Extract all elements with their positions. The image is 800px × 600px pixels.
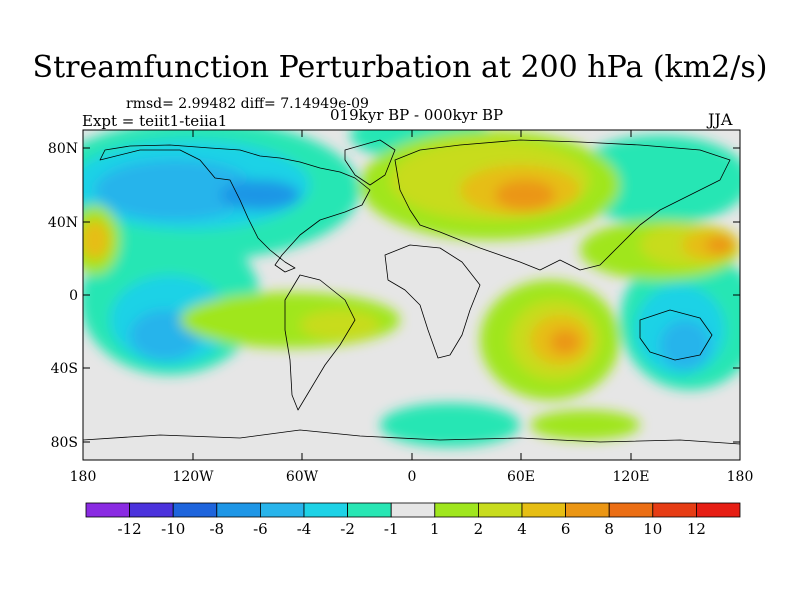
colorbar-label: -10 xyxy=(161,520,185,538)
field-blob xyxy=(380,403,520,447)
colorbar-swatch xyxy=(521,502,566,518)
colorbar-swatch xyxy=(85,502,130,518)
coast-greenland xyxy=(344,139,396,186)
coast-africa xyxy=(384,244,481,359)
season-label: JJA xyxy=(708,110,733,129)
colorbar-swatch xyxy=(608,502,654,518)
lon-label-60w: 60W xyxy=(286,469,319,485)
colorbar-swatch xyxy=(129,502,174,518)
contour-field xyxy=(83,130,740,447)
colorbar-swatch xyxy=(477,502,523,518)
colorbar-label: -8 xyxy=(209,520,224,538)
colorbar-label: -12 xyxy=(118,520,142,538)
field-blob xyxy=(83,220,110,260)
colorbar-swatch xyxy=(652,502,697,518)
colorbar-labels: -12 -10 -8 -6 -4 -2 -1 1 2 4 6 8 10 12 xyxy=(118,520,706,538)
lon-label-180e: 180 xyxy=(727,469,754,485)
colorbar-label: 6 xyxy=(561,520,571,538)
colorbar-swatch xyxy=(565,502,610,518)
colorbar-swatch xyxy=(216,502,261,518)
coast-eurasia xyxy=(394,139,731,271)
field-blob xyxy=(95,160,255,220)
colorbar-swatch xyxy=(434,502,479,518)
field-blob xyxy=(220,180,300,210)
colorbar-swatch xyxy=(347,502,392,518)
colorbar-swatch xyxy=(303,502,348,518)
colorbar-label: 1 xyxy=(430,520,440,538)
colorbar-label: -1 xyxy=(384,520,399,538)
colorbar-label: -6 xyxy=(253,520,268,538)
colorbar-label: -4 xyxy=(297,520,312,538)
lon-label-180w: 180 xyxy=(70,469,97,485)
lon-label-120w: 120W xyxy=(172,469,214,485)
colorbar xyxy=(85,502,741,518)
colorbar-label: 8 xyxy=(604,520,614,538)
coast-south-america xyxy=(284,274,356,411)
lat-label-80n: 80N xyxy=(48,141,78,157)
lon-label-0: 0 xyxy=(408,469,417,485)
lat-label-0: 0 xyxy=(69,288,78,304)
coast-australia xyxy=(639,309,713,361)
colorbar-swatch xyxy=(172,502,218,518)
coast-north-america xyxy=(99,144,371,273)
stats-label: rmsd= 2.99482 diff= 7.14949e-09 xyxy=(126,96,369,112)
colorbar-label: 12 xyxy=(687,520,706,538)
axis-ticks xyxy=(82,130,741,460)
colorbar-swatch xyxy=(696,502,741,518)
lat-label-40n: 40N xyxy=(48,215,78,231)
plot-title: Streamfunction Perturbation at 200 hPa (… xyxy=(32,50,768,85)
field-blob xyxy=(706,236,734,254)
lon-label-60e: 60E xyxy=(507,469,535,485)
colorbar-label: 2 xyxy=(474,520,484,538)
field-blob xyxy=(530,410,640,440)
colorbar-label: -2 xyxy=(340,520,355,538)
lat-label-40s: 40S xyxy=(51,361,78,377)
period-label: 019kyr BP - 000kyr BP xyxy=(330,106,504,124)
field-blob xyxy=(550,330,580,354)
lat-label-80s: 80S xyxy=(51,435,78,451)
colorbar-swatch xyxy=(259,502,305,518)
coastlines xyxy=(83,139,740,445)
lon-label-120e: 120E xyxy=(613,469,650,485)
field-blob xyxy=(660,320,710,370)
experiment-label: Expt = teiit1-teiia1 xyxy=(82,112,228,130)
colorbar-label: 10 xyxy=(643,520,662,538)
coast-antarctica xyxy=(83,429,740,445)
colorbar-label: 4 xyxy=(517,520,527,538)
field-blob xyxy=(495,180,555,210)
field-blob xyxy=(300,310,380,340)
colorbar-swatch xyxy=(390,502,436,518)
